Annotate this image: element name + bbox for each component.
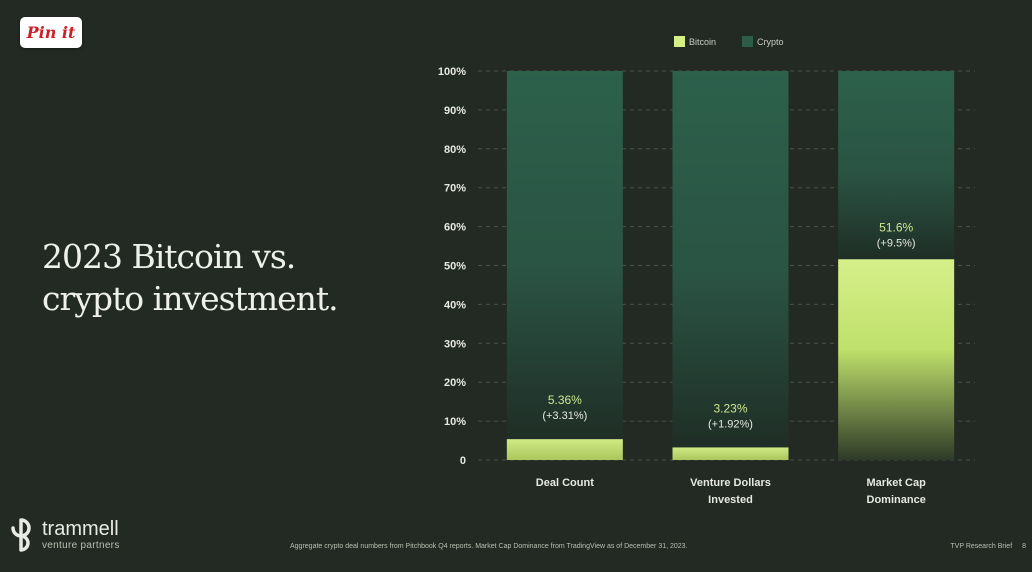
title-line-2: crypto investment. [42,279,339,318]
brand-subtitle: venture partners [42,539,120,551]
y-tick-label: 90% [444,105,466,117]
trammell-logo-icon [11,518,31,552]
y-tick-label: 70% [444,183,466,195]
legend-label: Bitcoin [689,37,716,47]
x-category-label: Venture Dollars [690,477,771,489]
y-tick-label: 50% [444,261,466,273]
bitcoin-change-label: (+1.92%) [708,418,753,430]
page-number: 8 [1022,543,1026,550]
pin-it-label: Pin it [26,23,76,42]
y-tick-label: 10% [444,416,466,428]
bitcoin-share-label: 5.36% [548,393,582,407]
slide-title: 2023 Bitcoin vs. crypto investment. [42,236,402,320]
y-tick-label: 30% [444,338,466,350]
bar-crypto [672,71,789,448]
bitcoin-share-label: 51.6% [879,220,913,234]
y-tick-label: 20% [444,377,466,389]
y-tick-label: 0 [460,455,466,467]
bitcoin-change-label: (+9.5%) [877,237,916,249]
bitcoin-share-label: 3.23% [713,401,747,415]
y-tick-label: 40% [444,299,466,311]
trammell-logo: trammell venture partners [8,518,120,552]
bar-crypto [838,71,955,260]
bar-crypto [506,71,623,440]
x-category-label: Market Cap [867,477,927,489]
y-tick-label: 80% [444,144,466,156]
bar-bitcoin [506,439,623,460]
x-category-label: Invested [708,494,753,506]
bitcoin-change-label: (+3.31%) [542,410,587,422]
y-tick-label: 60% [444,222,466,234]
legend-swatch [742,36,753,47]
legend-label: Crypto [757,37,784,47]
title-line-1: 2023 Bitcoin vs. [42,237,296,276]
source-footnote: Aggregate crypto deal numbers from Pitch… [290,543,688,550]
pin-it-button[interactable]: Pin it [20,17,82,48]
y-tick-label: 100% [438,66,466,78]
legend-swatch [674,36,685,47]
bar-bitcoin [838,259,955,460]
page-reference: TVP Research Brief 8 [950,543,1026,550]
bar-bitcoin [672,447,789,460]
x-category-label: Deal Count [536,477,594,489]
brand-name: trammell [42,517,119,540]
x-category-label: Dominance [867,494,926,506]
report-name: TVP Research Brief [950,543,1013,550]
